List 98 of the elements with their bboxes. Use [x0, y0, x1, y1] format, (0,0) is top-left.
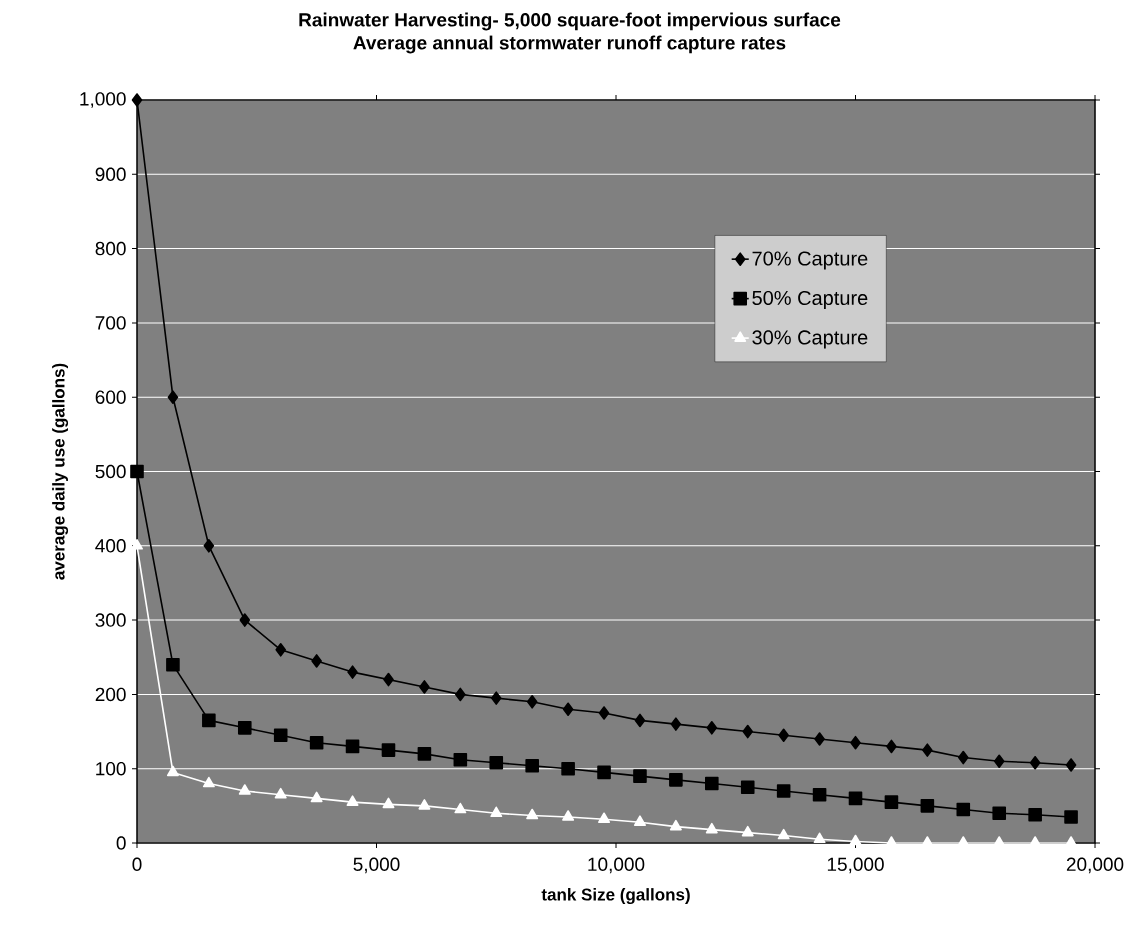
y-axis-title: average daily use (gallons) [52, 363, 69, 580]
point [453, 752, 468, 767]
point [633, 769, 647, 783]
chart-title: Rainwater Harvesting- 5,000 square-foot impervious surface [299, 12, 841, 31]
point [239, 613, 251, 627]
point [131, 539, 143, 550]
x-tick-label: 10,000 [588, 857, 645, 874]
point [740, 780, 755, 795]
point [562, 702, 574, 717]
point [670, 717, 682, 731]
point [202, 776, 215, 788]
point [814, 732, 825, 746]
x-tick-label: 15,000 [827, 857, 884, 874]
point [598, 706, 610, 720]
point [417, 747, 432, 761]
point [273, 728, 288, 743]
point [778, 728, 789, 743]
point [705, 776, 719, 791]
point [993, 754, 1005, 769]
point [167, 390, 179, 404]
legend-label: 30% Capture [752, 330, 868, 349]
point [310, 791, 323, 803]
y-tick-label: 700 [95, 316, 126, 330]
point [1065, 758, 1077, 772]
point [418, 799, 431, 810]
point [526, 695, 538, 709]
point [669, 773, 683, 787]
point [455, 687, 466, 702]
point [920, 799, 935, 813]
point [346, 795, 359, 806]
point [347, 665, 358, 679]
point [922, 743, 933, 757]
point [848, 791, 863, 806]
point [130, 464, 144, 479]
point [776, 784, 791, 798]
point [884, 795, 899, 809]
x-tick-label: 5,000 [353, 857, 400, 874]
point [669, 819, 682, 831]
point [741, 825, 754, 837]
y-tick-label: 300 [95, 613, 126, 627]
point [490, 806, 503, 818]
point [1029, 755, 1041, 770]
point [886, 739, 897, 754]
y-tick-label: 500 [95, 464, 126, 479]
point [597, 765, 611, 780]
y-tick-label: 200 [95, 687, 126, 702]
x-tick-label: 0 [132, 857, 142, 871]
chart-subtitle: Average annual stormwater runoff capture rates [353, 35, 786, 54]
point [633, 815, 646, 826]
point [957, 750, 969, 765]
y-tick-label: 0 [116, 836, 126, 850]
y-tick-label: 400 [95, 539, 126, 553]
point [203, 539, 215, 553]
point [849, 834, 862, 846]
point [490, 691, 502, 705]
point [812, 787, 827, 802]
point [850, 735, 861, 750]
point [562, 810, 575, 821]
point [526, 808, 539, 820]
point [634, 713, 646, 728]
point [706, 721, 718, 735]
point [237, 721, 252, 735]
y-tick-label: 800 [95, 241, 126, 256]
point [382, 797, 395, 809]
x-tick-label: 20,000 [1066, 857, 1124, 874]
point [309, 735, 324, 750]
point [742, 724, 754, 739]
point [525, 758, 539, 773]
point [454, 802, 467, 814]
point [238, 784, 251, 795]
point [956, 802, 971, 817]
point [166, 657, 180, 672]
y-tick-label: 600 [95, 390, 126, 404]
point [992, 806, 1007, 821]
point [311, 654, 322, 668]
point [813, 832, 826, 844]
x-axis-title: tank Size (gallons) [541, 888, 690, 905]
point [705, 822, 718, 834]
point [166, 765, 179, 777]
legend-label: 70% Capture [752, 251, 868, 270]
point [274, 787, 287, 799]
point [381, 743, 396, 757]
y-tick-label: 100 [96, 761, 126, 776]
point [598, 812, 611, 824]
point [131, 93, 143, 107]
y-tick-label: 900 [95, 167, 126, 182]
point [1064, 810, 1078, 824]
point [345, 739, 360, 754]
point [561, 761, 575, 776]
point [777, 828, 790, 840]
legend-label: 50% Capture [752, 290, 868, 310]
point [489, 755, 504, 770]
point [383, 672, 394, 687]
point [419, 680, 430, 694]
point [275, 643, 287, 657]
point [1028, 807, 1042, 822]
point [202, 713, 216, 728]
y-tick-label: 1,000 [80, 92, 126, 108]
